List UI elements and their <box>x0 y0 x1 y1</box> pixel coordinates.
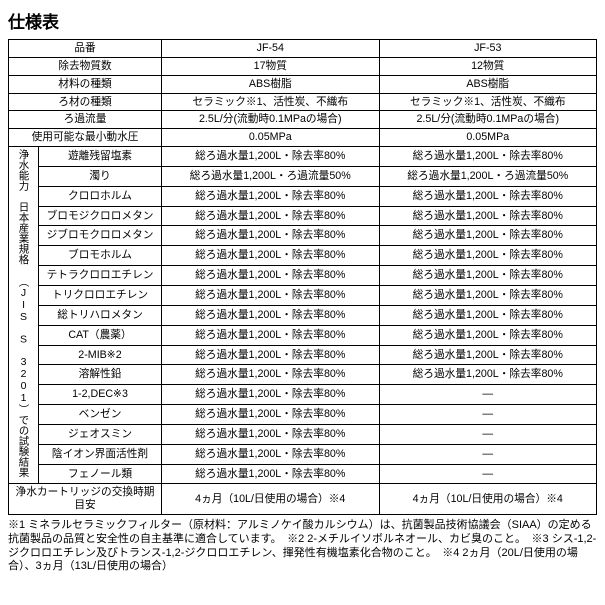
group-row-label: テトラクロロエチレン <box>39 266 162 286</box>
cell-jf54: 17物質 <box>162 57 379 75</box>
cell-jf54: 0.05MPa <box>162 129 379 147</box>
group-row-label: 1-2,DEC※3 <box>39 385 162 405</box>
group-row-label: 溶解性鉛 <box>39 365 162 385</box>
footnotes-text: ※1 ミネラルセラミックフィルター（原材料：アルミノケイ酸カルシウム）は、抗菌製… <box>8 519 597 574</box>
bottom-cell-jf53: 4ヵ月（10L/日使用の場合）※4 <box>379 484 597 515</box>
bottom-row-label: 浄水カートリッジの交換時期目安 <box>9 484 162 515</box>
group-cell-jf54: 総ろ過水量1,200L・除去率80% <box>162 186 379 206</box>
group-cell-jf54: 総ろ過水量1,200L・除去率80% <box>162 405 379 425</box>
header-jf53: JF-53 <box>379 40 597 58</box>
group-cell-jf53: 総ろ過水量1,200L・除去率80% <box>379 365 597 385</box>
group-cell-jf53: 総ろ過水量1,200L・除去率80% <box>379 246 597 266</box>
header-jf54: JF-54 <box>162 40 379 58</box>
group-cell-jf53: 総ろ過水量1,200L・除去率80% <box>379 345 597 365</box>
cell-jf53: 2.5L/分(流動時0.1MPaの場合) <box>379 111 597 129</box>
group-cell-jf53: 総ろ過水量1,200L・除去率80% <box>379 285 597 305</box>
group-cell-jf54: 総ろ過水量1,200L・除去率80% <box>162 325 379 345</box>
group-cell-jf54: 総ろ過水量1,200L・除去率80% <box>162 444 379 464</box>
group-cell-jf54: 総ろ過水量1,200L・除去率80% <box>162 345 379 365</box>
group-cell-jf53: 総ろ過水量1,200L・除去率80% <box>379 226 597 246</box>
page-title: 仕様表 <box>8 8 597 33</box>
cell-jf54: 2.5L/分(流動時0.1MPaの場合) <box>162 111 379 129</box>
row-label: 材料の種類 <box>9 75 162 93</box>
group-cell-jf54: 総ろ過水量1,200L・除去率80% <box>162 285 379 305</box>
group-row-label: フェノール類 <box>39 464 162 484</box>
group-cell-jf54: 総ろ過水量1,200L・除去率80% <box>162 385 379 405</box>
cell-jf53: 12物質 <box>379 57 597 75</box>
cell-jf53: ABS樹脂 <box>379 75 597 93</box>
group-cell-jf53: — <box>379 385 597 405</box>
cell-jf53: 0.05MPa <box>379 129 597 147</box>
group-row-label: 遊離残留塩素 <box>39 147 162 167</box>
group-row-label: 2-MIB※2 <box>39 345 162 365</box>
group-cell-jf54: 総ろ過水量1,200L・除去率80% <box>162 464 379 484</box>
group-cell-jf53: 総ろ過水量1,200L・除去率80% <box>379 206 597 226</box>
group-row-label: ブロモジクロロメタン <box>39 206 162 226</box>
spec-table: 品番JF-54JF-53除去物質数17物質12物質材料の種類ABS樹脂ABS樹脂… <box>8 39 597 515</box>
cell-jf54: ABS樹脂 <box>162 75 379 93</box>
vertical-label-text: 浄水能力 日本産業規格 （JIS S 3201）での試験結果 <box>17 149 29 478</box>
group-cell-jf54: 総ろ過水量1,200L・ろ過流量50% <box>162 166 379 186</box>
group-row-label: ジェオスミン <box>39 424 162 444</box>
group-row-label: 陰イオン界面活性剤 <box>39 444 162 464</box>
group-cell-jf54: 総ろ過水量1,200L・除去率80% <box>162 365 379 385</box>
group-row-label: クロロホルム <box>39 186 162 206</box>
row-label: 使用可能な最小動水圧 <box>9 129 162 147</box>
row-label: ろ過流量 <box>9 111 162 129</box>
group-cell-jf54: 総ろ過水量1,200L・除去率80% <box>162 147 379 167</box>
group-cell-jf53: 総ろ過水量1,200L・除去率80% <box>379 186 597 206</box>
cell-jf53: セラミック※1、活性炭、不織布 <box>379 93 597 111</box>
group-cell-jf54: 総ろ過水量1,200L・除去率80% <box>162 206 379 226</box>
cell-jf54: セラミック※1、活性炭、不織布 <box>162 93 379 111</box>
group-row-label: トリクロロエチレン <box>39 285 162 305</box>
group-cell-jf53: 総ろ過水量1,200L・除去率80% <box>379 305 597 325</box>
group-row-label: 総トリハロメタン <box>39 305 162 325</box>
group-row-label: ジブロモクロロメタン <box>39 226 162 246</box>
row-label: 除去物質数 <box>9 57 162 75</box>
header-hinban: 品番 <box>9 40 162 58</box>
group-cell-jf54: 総ろ過水量1,200L・除去率80% <box>162 246 379 266</box>
group-cell-jf53: 総ろ過水量1,200L・除去率80% <box>379 266 597 286</box>
group-cell-jf53: — <box>379 444 597 464</box>
group-cell-jf53: — <box>379 405 597 425</box>
group-row-label: ブロモホルム <box>39 246 162 266</box>
vertical-group-label: 浄水能力 日本産業規格 （JIS S 3201）での試験結果 <box>9 147 39 484</box>
group-row-label: 濁り <box>39 166 162 186</box>
group-cell-jf54: 総ろ過水量1,200L・除去率80% <box>162 226 379 246</box>
group-row-label: ベンゼン <box>39 405 162 425</box>
group-cell-jf54: 総ろ過水量1,200L・除去率80% <box>162 305 379 325</box>
group-cell-jf54: 総ろ過水量1,200L・除去率80% <box>162 266 379 286</box>
row-label: ろ材の種類 <box>9 93 162 111</box>
group-row-label: CAT（農薬） <box>39 325 162 345</box>
group-cell-jf53: — <box>379 424 597 444</box>
bottom-cell-jf54: 4ヵ月（10L/日使用の場合）※4 <box>162 484 379 515</box>
group-cell-jf53: 総ろ過水量1,200L・ろ過流量50% <box>379 166 597 186</box>
group-cell-jf53: 総ろ過水量1,200L・除去率80% <box>379 325 597 345</box>
group-cell-jf53: — <box>379 464 597 484</box>
group-cell-jf53: 総ろ過水量1,200L・除去率80% <box>379 147 597 167</box>
group-cell-jf54: 総ろ過水量1,200L・除去率80% <box>162 424 379 444</box>
